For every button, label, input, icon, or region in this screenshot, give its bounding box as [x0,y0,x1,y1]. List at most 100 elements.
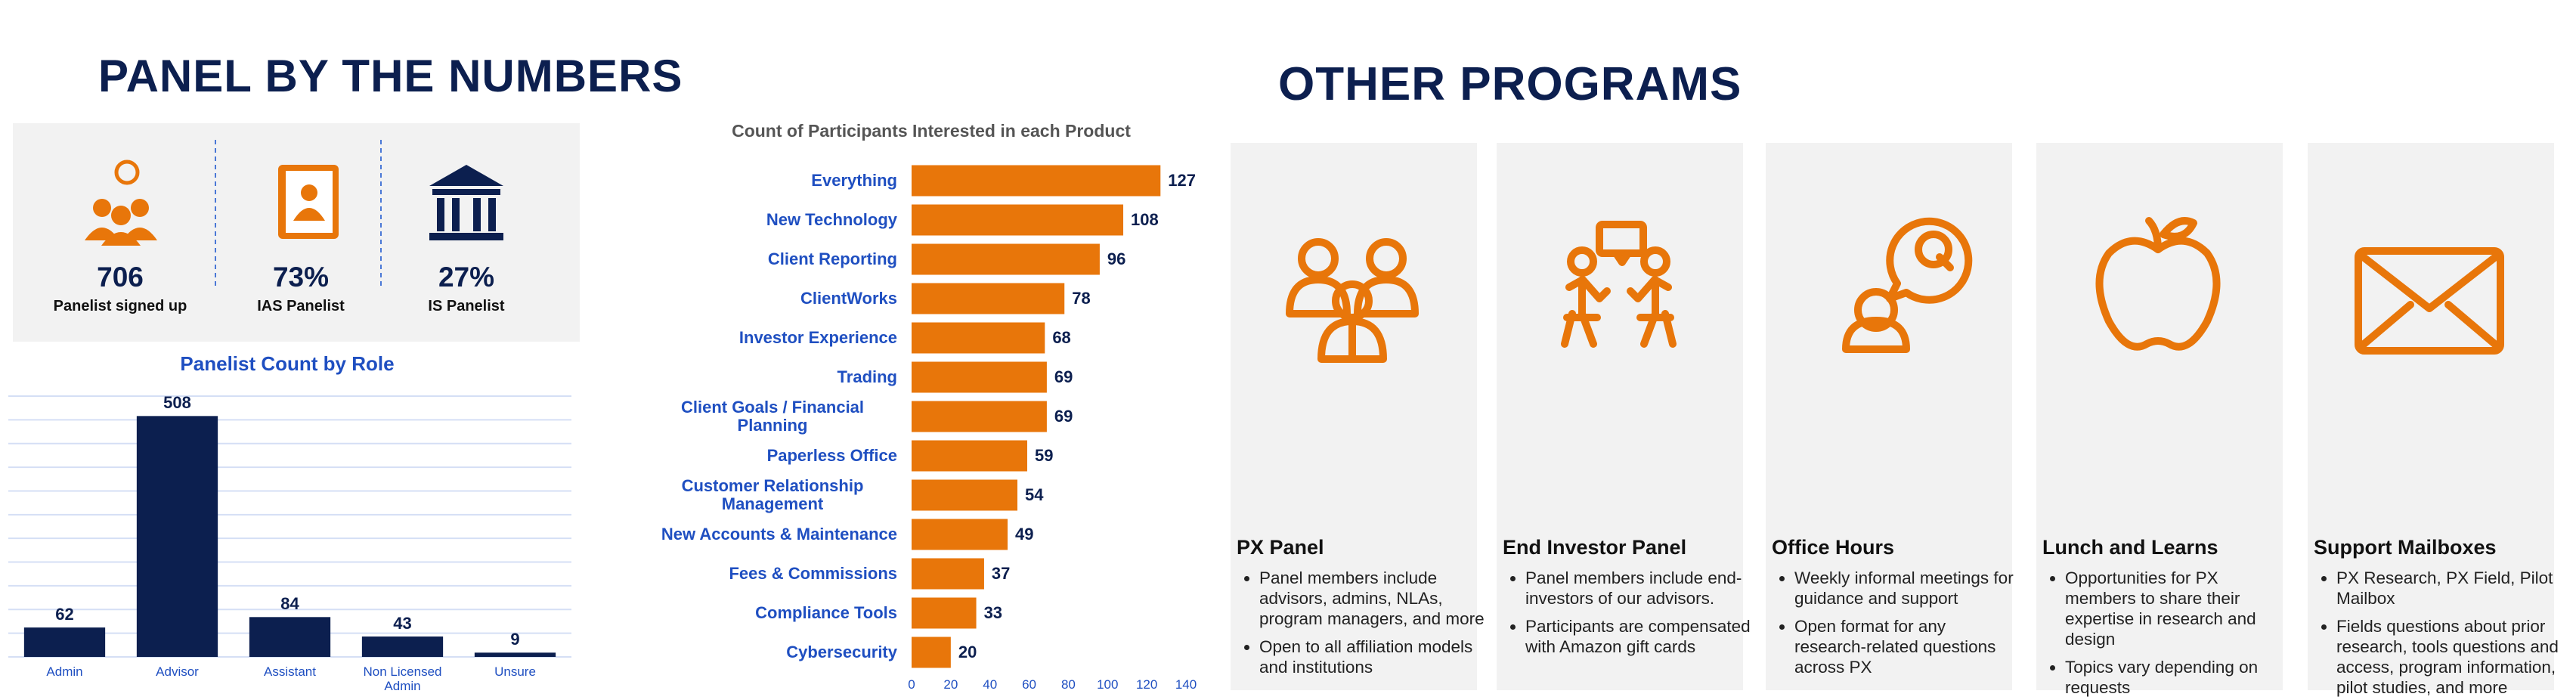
value-label: 69 [1054,407,1073,426]
value-label: 9 [510,630,520,649]
x-tick-label: 120 [1135,677,1158,692]
bar [912,204,1124,236]
program-name: Office Hours [1772,536,1895,559]
bar [912,637,951,668]
program-bullets: Opportunities for PX members to share th… [2042,568,2292,700]
section-title: PANEL BY THE NUMBERS [98,51,683,101]
y-tick-label: New Accounts & Maintenance [661,525,897,544]
bar [361,637,444,657]
bar [912,479,1018,511]
bullet: Opportunities for PX members to share th… [2065,568,2292,649]
program-bullets: Weekly informal meetings for guidance an… [1772,568,2021,685]
bar [912,558,984,590]
program-bullets: Panel members include advisors, admins, … [1237,568,1486,685]
program-name: End Investor Panel [1503,536,1687,559]
bullet: PX Research, PX Field, Pilot Mailbox [2336,568,2563,609]
chart-title: Panelist Count by Role [180,352,395,375]
bar [912,243,1100,275]
value-label: 33 [983,603,1003,622]
value-label: 78 [1072,289,1091,308]
value-label: 127 [1168,171,1196,190]
bullet: Topics vary depending on requests [2065,657,2292,698]
bullet: Open format for any research-related que… [1794,616,2021,677]
book-icon [278,165,339,239]
y-tick-label: Paperless Office [766,446,897,465]
y-tick-label: Compliance Tools [755,603,897,622]
program-card: PX Panel Panel members include advisors, … [1231,143,1485,690]
value-label: 59 [1034,446,1054,465]
bar [912,322,1045,354]
stat-label: IS Panelist [428,298,505,314]
bar [912,597,977,629]
value-label: 108 [1131,210,1159,229]
program-name: Lunch and Learns [2042,536,2218,559]
program-card: Lunch and LearnsOpportunities for PX mem… [2036,143,2283,697]
value-label: 49 [1015,525,1034,544]
value-label: 69 [1054,367,1073,386]
bullet: Panel members include end-investors of o… [1525,568,1752,609]
bar [912,165,1161,197]
x-tick-label: 20 [943,677,958,692]
stat-value: 706 [97,262,144,293]
program-card: Support MailboxesPX Research, PX Field, … [2308,143,2559,697]
bullet: Panel members include advisors, admins, … [1259,568,1486,629]
value-label: 508 [163,393,191,413]
x-tick-label: 140 [1175,677,1197,692]
value-label: 43 [393,614,412,633]
bar [912,440,1027,472]
chart-title: Count of Participants Interested in each… [732,121,1131,141]
x-tick-label: 80 [1060,677,1076,692]
value-label: 68 [1052,328,1071,347]
y-tick-label: Client Goals / Financial Planning [680,398,865,435]
bar [474,652,556,657]
y-tick-label: Client Reporting [767,249,897,268]
bullet: Participants are compensated with Amazon… [1525,616,1752,657]
x-tick-label: 60 [1022,677,1037,692]
x-tick-label: Assistant [264,664,316,679]
x-tick-label: 40 [983,677,998,692]
value-label: 96 [1107,249,1126,268]
bar [912,519,1008,550]
stat-label: IAS Panelist [257,298,345,314]
y-tick-label: Customer Relationship Management [681,476,864,513]
bar [912,361,1047,393]
stat-value: 27% [438,262,495,293]
program-bullets: Panel members include end-investors of o… [1503,568,1752,664]
program-card: Office HoursWeekly informal meetings for… [1766,143,2014,690]
program-bullets: PX Research, PX Field, Pilot Mailbox Fiel… [2314,568,2563,700]
x-tick-label: Admin [46,664,83,679]
people-icon [85,160,157,246]
y-tick-label: Fees & Commissions [729,564,897,583]
bar [136,416,218,657]
x-tick-label: Non Licensed Admin [363,664,442,693]
y-tick-label: New Technology [766,210,897,229]
bullet: Open to all affiliation models and insti… [1259,637,1486,677]
x-tick-label: 100 [1097,677,1119,692]
x-tick-label: 0 [908,677,915,692]
stat-value: 73% [272,262,330,293]
value-label: 20 [958,643,977,661]
bar [912,401,1047,432]
program-name: PX Panel [1237,536,1324,559]
value-label: 37 [991,564,1011,583]
y-tick-label: Everything [811,171,897,190]
value-label: 62 [55,605,74,624]
y-tick-label: Cybersecurity [786,643,897,661]
bar [23,627,106,657]
y-tick-label: Investor Experience [738,328,897,347]
bar [249,617,331,657]
stat-label: Panelist signed up [53,298,187,314]
x-tick-label: Advisor [156,664,199,679]
section-title: OTHER PROGRAMS [1278,58,1742,110]
bar [912,283,1065,314]
program-card: End Investor Panel Panel members include … [1497,143,1751,690]
y-tick-label: Trading [837,367,897,386]
value-label: 84 [280,594,299,614]
program-name: Support Mailboxes [2314,536,2497,559]
value-label: 54 [1025,485,1044,504]
bullet: Fields questions about prior research, t… [2336,616,2563,698]
y-tick-label: ClientWorks [800,289,897,308]
bullet: Weekly informal meetings for guidance an… [1794,568,2021,609]
